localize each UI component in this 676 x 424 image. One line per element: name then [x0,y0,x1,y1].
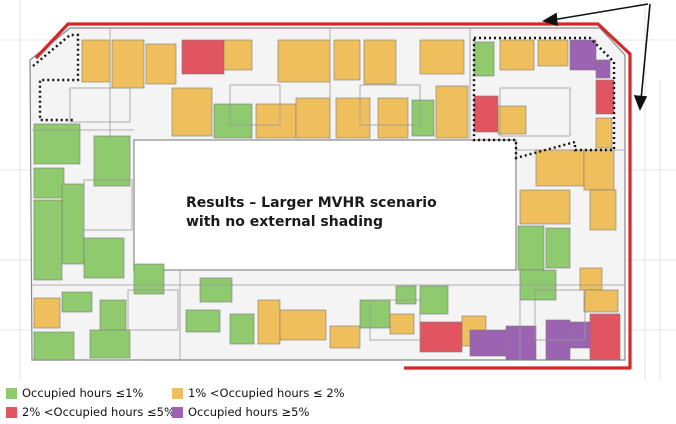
apartment-unit [569,321,591,349]
apartment-unit [497,105,527,135]
apartment-unit [569,39,597,71]
apartment-unit [199,277,233,303]
apartment-unit [93,135,131,187]
apartment-unit [389,313,415,335]
apartment-unit [295,97,331,139]
legend-item-amber: 1% <Occupied hours ≤ 2% [172,386,345,400]
dotted-boundary-left [32,33,80,122]
apartment-unit [419,39,465,75]
apartment-unit [419,285,449,315]
apartment-unit [589,313,621,361]
apartment-unit [473,95,499,133]
apartment-unit [229,313,255,345]
apartment-unit [595,79,615,115]
apartment-unit [579,267,603,291]
apartment-unit [279,309,327,341]
apartment-unit [419,321,463,353]
apartment-unit [257,299,281,345]
apartment-unit [395,285,417,305]
apartment-unit [359,299,391,329]
apartment-unit [33,331,75,361]
apartment-unit [519,189,571,225]
apartment-unit [583,289,619,313]
apartment-unit [133,263,165,295]
apartment-unit [81,39,111,83]
apartment-unit [213,103,253,139]
apartment-unit [335,97,371,139]
apartment-unit [111,39,145,89]
apartment-unit [223,39,253,71]
pointer-arrows [542,3,651,111]
apartment-unit [363,39,397,85]
apartment-unit [435,85,469,139]
legend-swatch-red [6,406,17,418]
dotted-boundary-right [472,36,616,160]
apartment-unit [545,227,571,269]
apartment-unit [33,167,65,199]
courtyard [133,139,517,271]
scenario-caption: Results – Larger MVHR scenario with no e… [186,194,437,232]
legend-item-red: 2% <Occupied hours ≤5% [6,405,175,419]
apartment-unit [83,237,125,279]
apartment-unit [537,39,569,67]
legend-swatch-purple [172,406,183,418]
floor-plan [0,0,676,380]
legend: Occupied hours ≤1% 1% <Occupied hours ≤ … [6,383,670,423]
apartment-unit [61,291,93,313]
caption-line-2: with no external shading [186,214,383,230]
legend-swatch-green [6,387,17,399]
apartment-unit [171,87,213,137]
legend-swatch-amber [172,387,183,399]
apartment-unit [535,149,585,187]
apartment-unit [33,297,61,329]
legend-label-purple: Occupied hours ≥5% [188,405,310,419]
legend-label-green: Occupied hours ≤1% [22,386,144,400]
apartment-unit [329,325,361,349]
apartment-unit [33,123,81,165]
apartment-unit [185,309,221,333]
apartment-unit [181,39,225,75]
apartment-unit [333,39,361,81]
apartment-unit [99,299,127,331]
apartment-unit [517,225,545,271]
apartment-unit [61,183,85,265]
apartment-unit [499,39,535,71]
apartment-unit [255,103,297,139]
apartment-unit [411,99,435,137]
apartment-unit [589,189,617,231]
apartment-unit [595,117,613,149]
apartment-unit [377,97,409,139]
legend-label-red: 2% <Occupied hours ≤5% [22,405,175,419]
legend-label-amber: 1% <Occupied hours ≤ 2% [188,386,345,400]
apartment-unit [473,41,495,77]
legend-item-purple: Occupied hours ≥5% [172,405,309,419]
internal-walls [32,28,625,360]
apartment-unit [277,39,331,83]
apartment-unit [595,59,611,79]
apartment-unit [33,199,63,281]
apartment-unit [145,43,177,85]
apartment-unit [583,149,615,191]
red-site-boundary [34,22,632,370]
apartment-unit [89,329,131,359]
caption-line-1: Results – Larger MVHR scenario [186,195,437,211]
apartment-unit [469,329,507,357]
legend-item-green: Occupied hours ≤1% [6,386,143,400]
apartment-unit [505,325,537,361]
apartment-units [33,39,621,361]
